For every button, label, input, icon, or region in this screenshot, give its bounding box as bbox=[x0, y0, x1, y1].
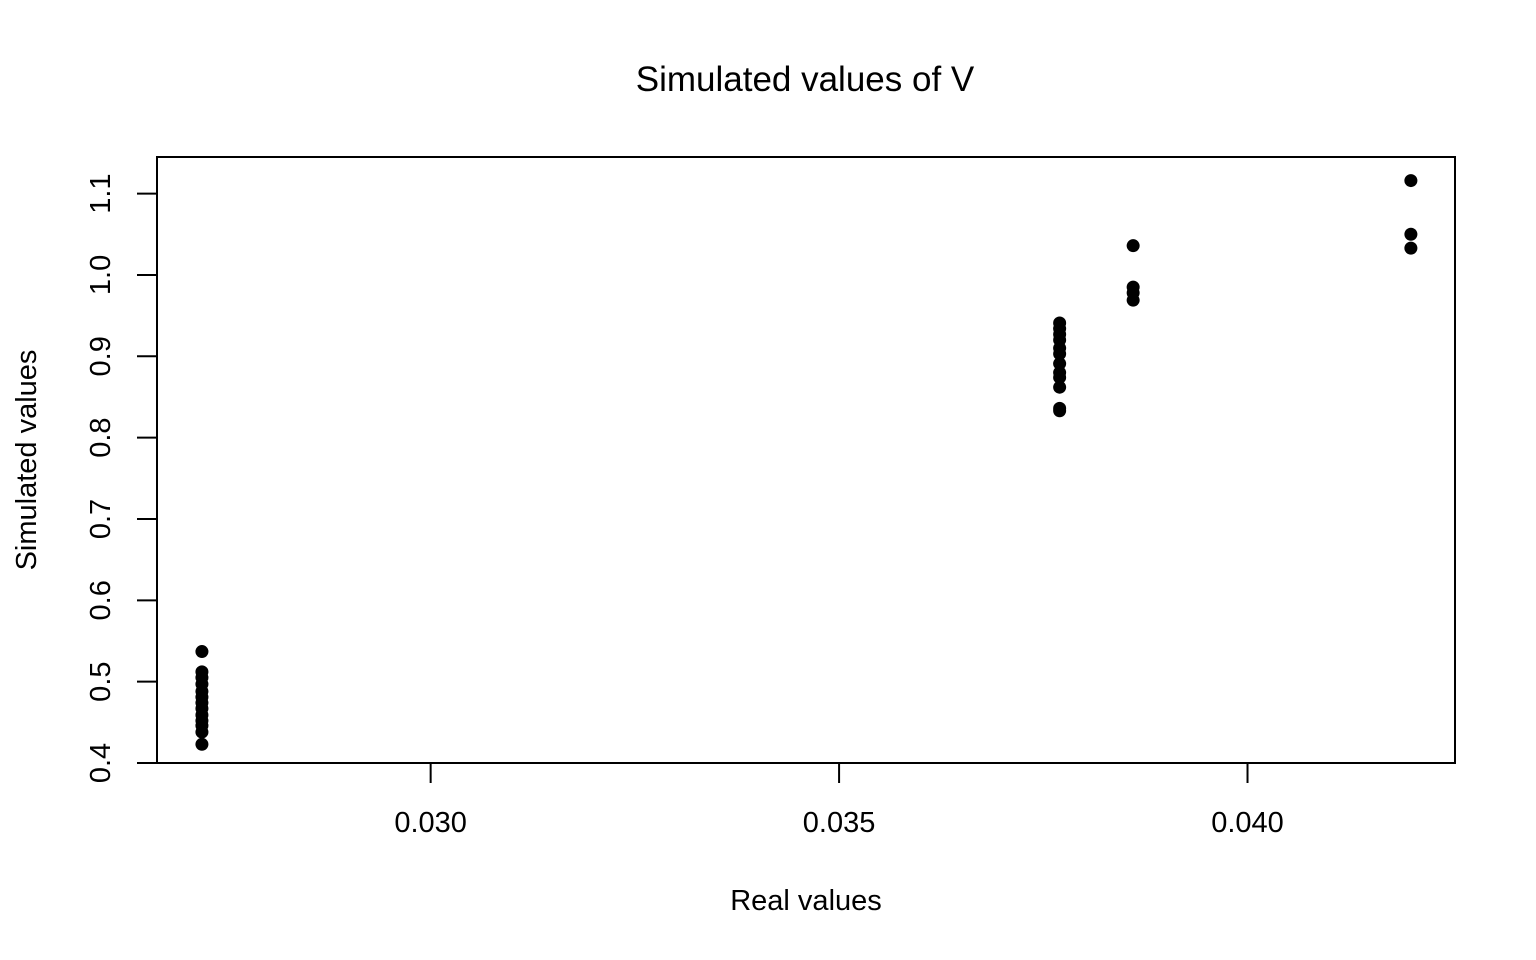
data-point bbox=[195, 725, 209, 739]
data-point bbox=[1126, 239, 1140, 253]
y-tick-label: 1.1 bbox=[85, 173, 117, 213]
data-point bbox=[1053, 404, 1067, 418]
data-point bbox=[1053, 347, 1067, 361]
data-points bbox=[195, 174, 1418, 751]
x-axis: 0.030 0.035 0.040 bbox=[394, 762, 1284, 839]
plot-frame bbox=[156, 156, 1456, 764]
x-axis-label: Real values bbox=[730, 885, 882, 917]
y-tick-label: 1.0 bbox=[85, 255, 117, 295]
data-point bbox=[1404, 174, 1418, 188]
data-point bbox=[195, 737, 209, 751]
x-tick-label: 0.035 bbox=[803, 807, 876, 839]
data-point bbox=[195, 645, 209, 659]
data-point bbox=[1053, 380, 1067, 394]
x-tick-label: 0.040 bbox=[1211, 807, 1284, 839]
y-axis: 0.4 0.5 0.6 0.7 0.8 0.9 1.0 1.1 bbox=[85, 173, 158, 783]
chart-title: Simulated values of V bbox=[636, 60, 975, 99]
y-axis-label: Simulated values bbox=[11, 350, 43, 571]
y-tick-label: 0.5 bbox=[85, 661, 117, 701]
data-point bbox=[1126, 293, 1140, 307]
y-tick-label: 0.8 bbox=[85, 417, 117, 457]
data-point bbox=[1404, 241, 1418, 255]
data-point bbox=[1053, 370, 1067, 384]
y-tick-label: 0.7 bbox=[85, 499, 117, 539]
x-tick-label: 0.030 bbox=[394, 807, 467, 839]
y-tick-label: 0.4 bbox=[85, 743, 117, 783]
y-tick-label: 0.6 bbox=[85, 580, 117, 620]
data-point bbox=[1404, 227, 1418, 241]
y-tick-label: 0.9 bbox=[85, 336, 117, 376]
data-point bbox=[1053, 357, 1067, 371]
